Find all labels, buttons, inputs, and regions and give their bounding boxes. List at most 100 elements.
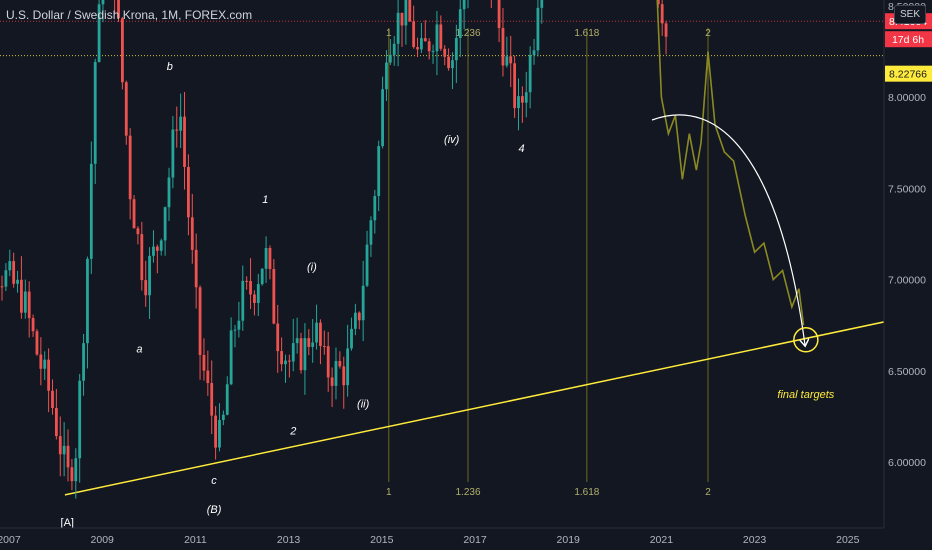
candle xyxy=(31,314,35,337)
candle xyxy=(237,301,241,338)
candle xyxy=(225,376,229,416)
candle-body xyxy=(124,82,128,136)
candle xyxy=(388,38,392,66)
price-badge-text: 8.22766 xyxy=(889,69,927,81)
candle-body xyxy=(365,244,369,286)
candle xyxy=(656,0,660,8)
wave-label: c xyxy=(211,475,217,487)
candle xyxy=(319,319,322,365)
candle xyxy=(183,92,186,190)
x-tick-label: 2009 xyxy=(91,534,115,546)
candle-body xyxy=(218,420,221,448)
candle-body xyxy=(388,54,392,63)
candle xyxy=(664,20,668,55)
candle xyxy=(12,252,16,288)
candle xyxy=(365,230,369,288)
candle xyxy=(27,281,31,338)
candle-body xyxy=(198,287,202,355)
candle xyxy=(420,22,423,54)
candle-body xyxy=(280,351,284,365)
currency-badge[interactable]: SEK xyxy=(894,5,926,24)
candle xyxy=(295,317,299,354)
candle-body xyxy=(268,248,272,270)
candle xyxy=(97,0,101,63)
fib-label-bottom: 2 xyxy=(705,487,711,498)
candle xyxy=(284,354,287,383)
candle-body xyxy=(93,61,97,164)
candle-body xyxy=(140,234,144,281)
candle xyxy=(202,338,206,381)
candle xyxy=(264,236,268,283)
candle-body xyxy=(43,359,47,369)
candle xyxy=(214,406,217,460)
candle-body xyxy=(524,92,528,103)
candle xyxy=(171,116,175,189)
candle-body xyxy=(660,4,664,24)
fib-label-bottom: 1.236 xyxy=(455,487,480,498)
candle-body xyxy=(416,47,419,50)
candle xyxy=(443,45,447,66)
candle-body xyxy=(284,360,287,365)
candle xyxy=(120,16,124,90)
price-badge-bg xyxy=(885,31,932,48)
fib-label-bottom: 1.618 xyxy=(574,487,599,498)
candle xyxy=(148,247,151,320)
projection-path xyxy=(656,0,805,326)
candle-body xyxy=(132,199,136,229)
candle-body xyxy=(408,0,412,22)
candle xyxy=(369,216,373,257)
candle-body xyxy=(229,330,233,385)
candle-body xyxy=(447,56,450,69)
candle xyxy=(532,38,536,65)
candle xyxy=(70,459,74,491)
candle xyxy=(505,36,509,68)
candle xyxy=(152,230,155,263)
candle-body xyxy=(39,354,43,369)
candle-body xyxy=(315,322,318,343)
candle xyxy=(311,319,315,363)
wave-label: 2 xyxy=(289,426,296,438)
candle xyxy=(43,351,47,380)
wave-label: (ii) xyxy=(357,398,370,410)
candle xyxy=(54,388,58,440)
candle-body xyxy=(221,414,225,421)
candle xyxy=(350,317,353,351)
candle-body xyxy=(23,291,27,313)
candle-body xyxy=(27,291,31,319)
candle-body xyxy=(194,249,198,288)
candle xyxy=(342,356,346,409)
x-tick-label: 2019 xyxy=(557,534,581,546)
candle xyxy=(140,221,144,291)
candle-body xyxy=(532,50,536,56)
candle-body xyxy=(237,320,241,330)
price-badge-bg xyxy=(885,65,932,82)
candle-body xyxy=(540,0,544,8)
candle xyxy=(253,290,256,316)
x-tick-label: 2021 xyxy=(650,534,674,546)
candle xyxy=(513,55,517,118)
candle-body xyxy=(78,380,82,459)
candle-body xyxy=(101,0,105,5)
candle-body xyxy=(159,240,163,251)
candle-body xyxy=(163,207,167,241)
wave-label: (i) xyxy=(307,261,317,273)
forecast-arrow xyxy=(651,114,805,345)
candle xyxy=(431,44,435,64)
candle-body xyxy=(225,384,229,415)
candle xyxy=(307,329,311,356)
candle xyxy=(280,337,284,372)
candle-body xyxy=(179,116,183,131)
candle xyxy=(400,12,404,47)
candle xyxy=(315,304,318,350)
candle xyxy=(241,265,245,331)
candle xyxy=(229,317,233,386)
plot-area: 111.2361.2361.6181.61822[A]Abac(B)12(i)(… xyxy=(0,0,884,528)
candle-body xyxy=(70,467,74,482)
candle-body xyxy=(20,279,23,313)
candle-body xyxy=(513,63,517,109)
candle xyxy=(86,256,89,369)
candle xyxy=(179,93,183,148)
candle-body xyxy=(291,343,295,362)
